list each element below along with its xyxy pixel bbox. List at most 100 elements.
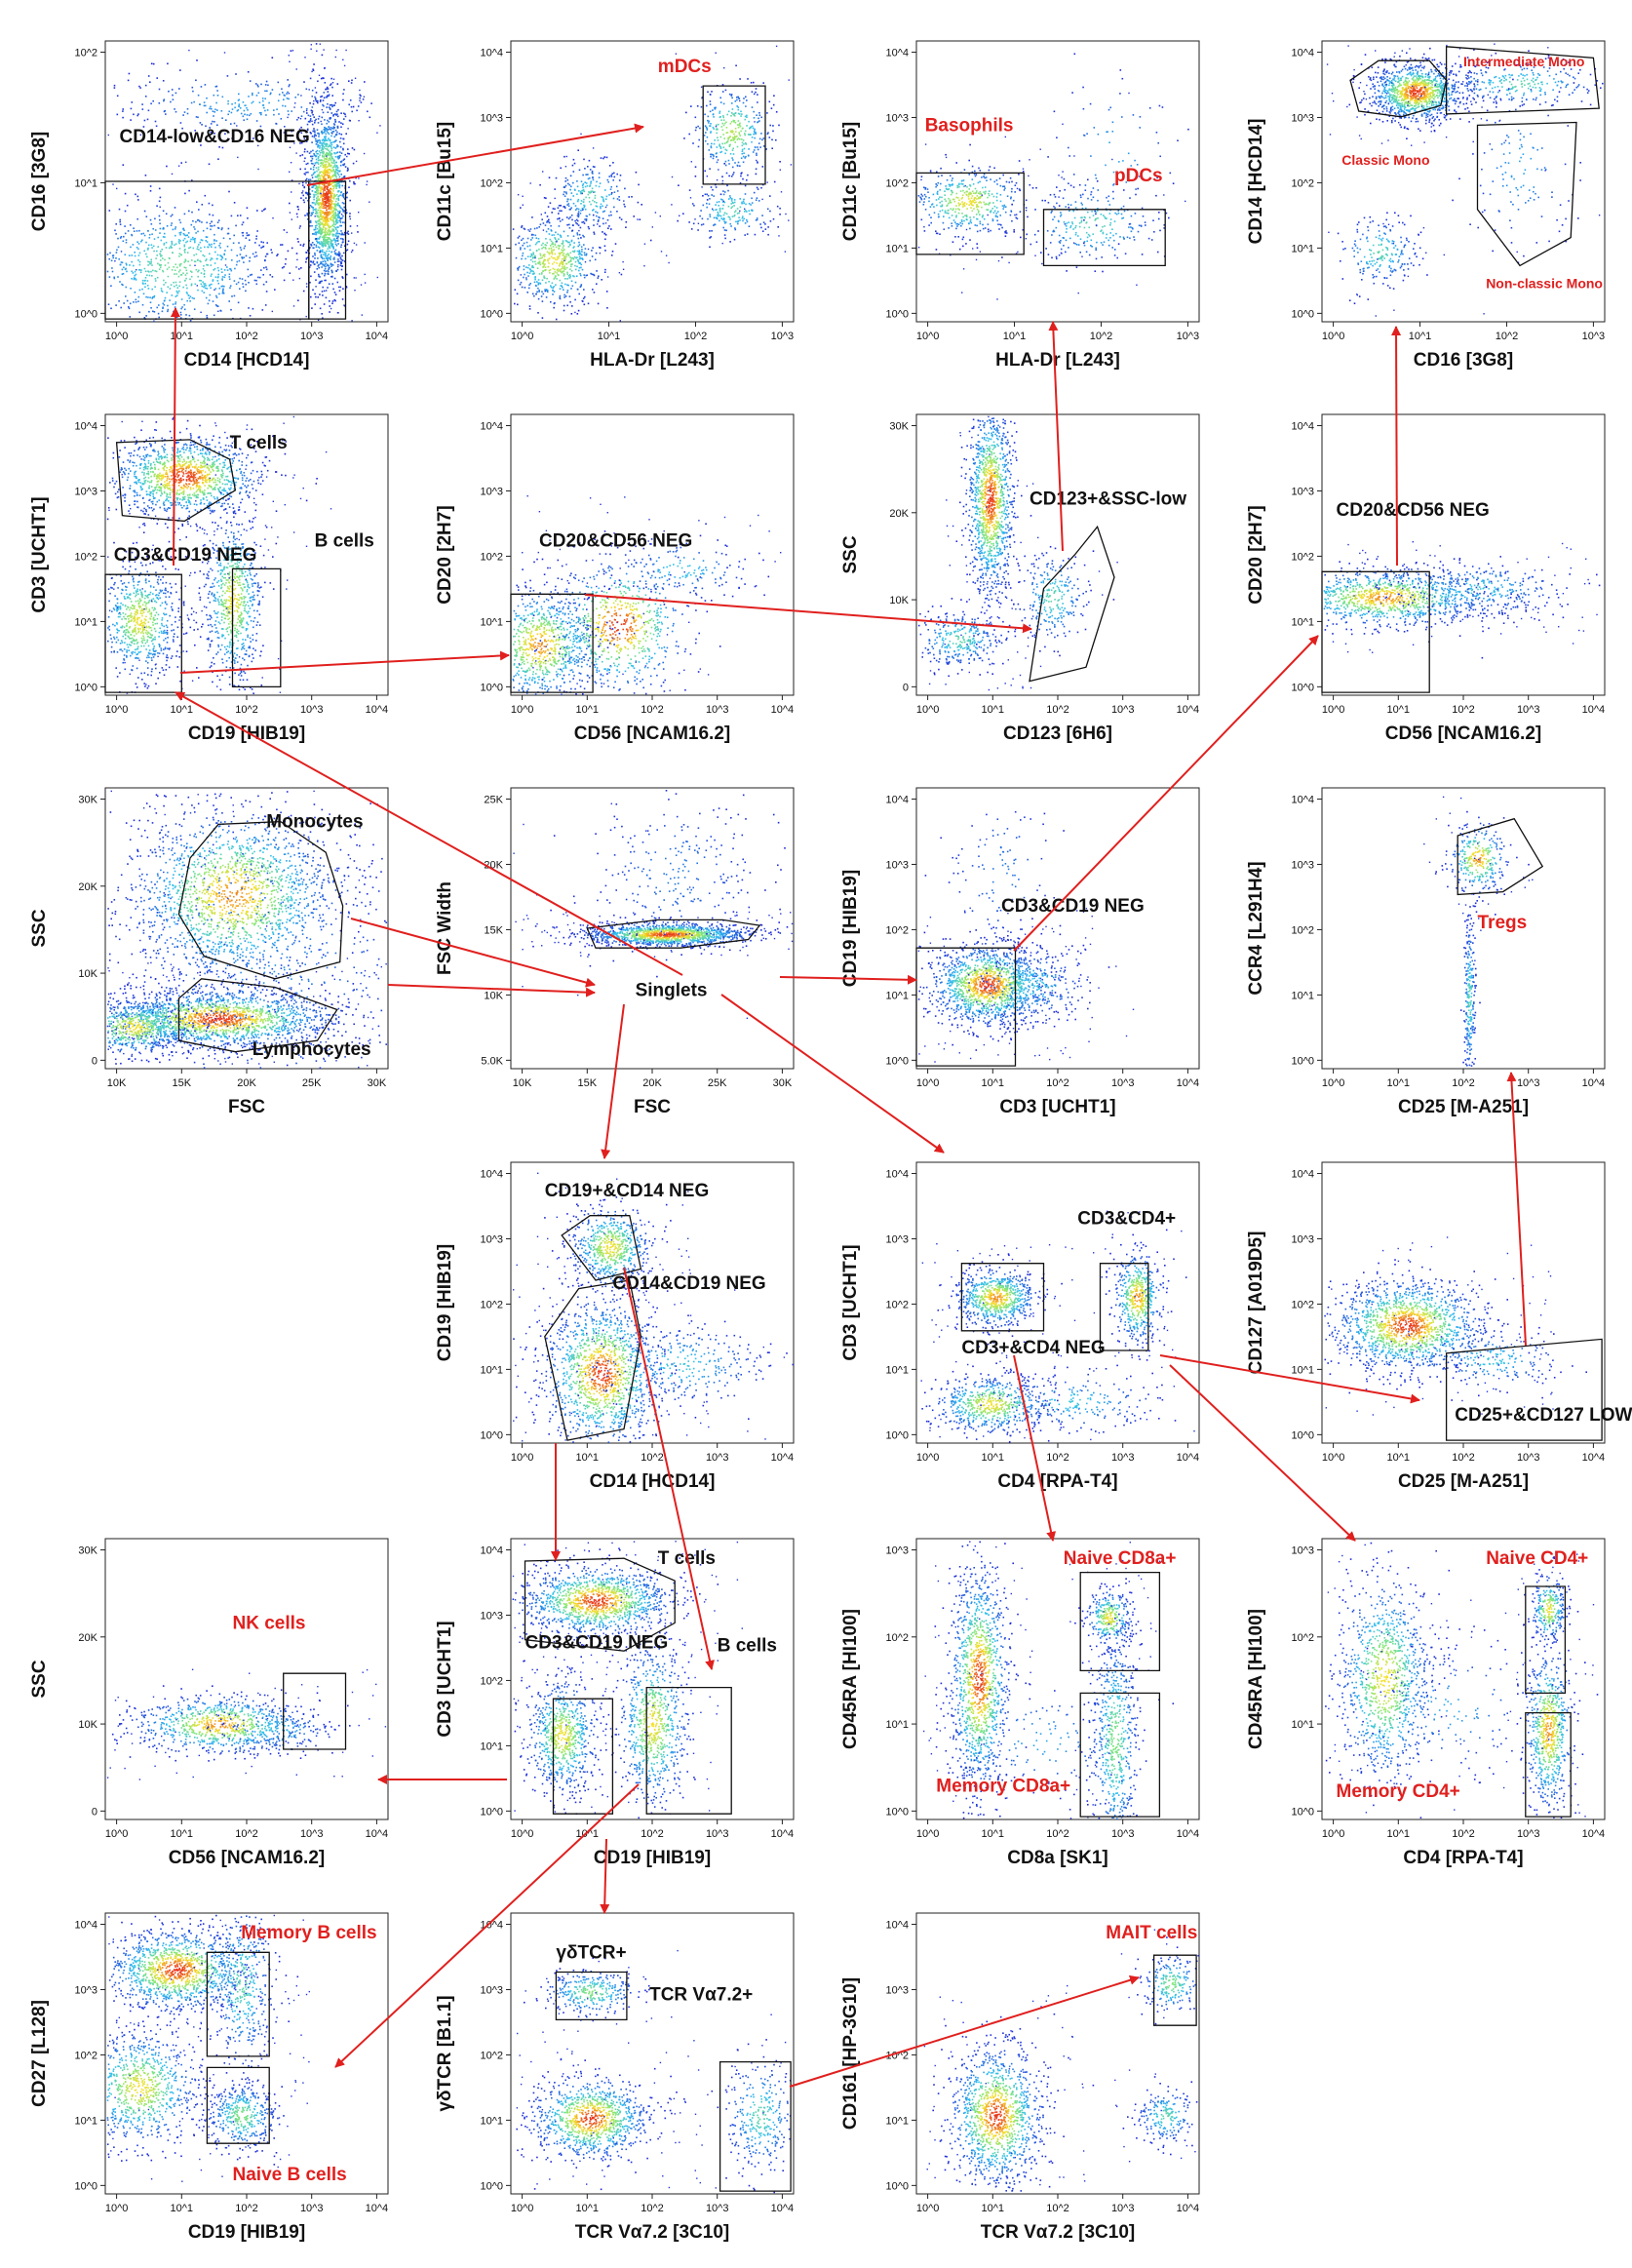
x-tick-label: 10^3 (1517, 1828, 1540, 1840)
y-axis-label: SSC (840, 535, 861, 573)
y-tick-label: 25K (484, 795, 503, 806)
y-tick-label: 0 (92, 1055, 97, 1067)
x-tick-label: 10^0 (511, 704, 534, 716)
x-tick-label: 10^4 (1177, 1077, 1200, 1089)
x-tick-label: 10^2 (235, 331, 258, 342)
x-tick-label: 10^1 (1409, 331, 1432, 342)
y-tick-label: 10^4 (480, 421, 503, 433)
x-tick-label: 15K (578, 1077, 598, 1089)
x-tick-label: 10^4 (1582, 1452, 1606, 1464)
y-axis-label: CD45RA [HI100] (1246, 1609, 1266, 1749)
y-tick-label: 10^2 (480, 1675, 503, 1687)
gate-label: Classic Mono (1341, 152, 1429, 168)
x-axis-label: TCR Vα7.2 [3C10] (575, 2222, 729, 2243)
x-axis-label: CD25 [M-A251] (1398, 1471, 1529, 1492)
x-tick-label: 10^2 (1046, 1828, 1069, 1840)
y-tick-label: 10^4 (885, 1920, 909, 1932)
x-tick-label: 10^4 (1177, 1452, 1200, 1464)
y-tick-label: 10K (889, 595, 909, 606)
x-tick-label: 10^0 (916, 331, 940, 342)
y-tick-label: 10^2 (885, 177, 909, 189)
y-tick-label: 10^1 (480, 243, 503, 254)
x-tick-label: 10^1 (576, 704, 600, 716)
x-tick-label: 10^0 (105, 1828, 129, 1840)
y-tick-label: 10^3 (74, 486, 97, 497)
y-tick-label: 10^4 (885, 795, 909, 806)
facs-panel-p11: 10^010^110^210^310^410^0 10^1 10^2 10^3 10^4… (840, 788, 1199, 1117)
y-axis-label: CD20 [2H7] (1246, 505, 1266, 604)
facs-panel-p18: 10^010^110^210^310^0 10^1 10^2 10^3 10^4CD8a… (840, 1539, 1199, 1868)
x-tick-label: 10^1 (171, 704, 194, 716)
gate-label: CD14&CD19 NEG (612, 1273, 765, 1294)
x-axis-label: CD19 [HIB19] (188, 2222, 305, 2243)
x-tick-label: 10^4 (1582, 1077, 1606, 1089)
x-tick-label: 20K (642, 1077, 662, 1089)
x-tick-label: 10^0 (916, 1828, 940, 1840)
plot-frame (511, 414, 794, 695)
gate-label: T cells (230, 433, 288, 453)
plot-frame (1322, 1162, 1605, 1443)
gate-label: B cells (718, 1635, 777, 1656)
y-axis-label: CD19 [HIB19] (435, 1244, 455, 1361)
facs-panel-p8: 10^010^110^210^310^410^0 10^1 10^2 10^3 10^4… (1246, 414, 1605, 744)
gate-label: Naive CD8a+ (1064, 1548, 1177, 1569)
y-tick-label: 10^0 (74, 2180, 97, 2192)
gate-label: Lymphocytes (253, 1039, 371, 1060)
x-tick-label: 10^3 (1111, 1452, 1135, 1464)
gate-label: Naive CD4+ (1486, 1548, 1588, 1569)
gate-label: Memory CD8a+ (936, 1776, 1070, 1796)
x-tick-label: 10^4 (771, 1828, 795, 1840)
x-tick-label: 10^0 (1322, 1828, 1345, 1840)
x-tick-label: 10^4 (366, 2203, 389, 2214)
x-tick-label: 10^4 (366, 331, 389, 342)
x-tick-label: 10^0 (105, 331, 129, 342)
y-tick-label: 10^0 (74, 682, 97, 693)
y-tick-label: 10^1 (74, 2115, 97, 2127)
gate-label: CD20&CD56 NEG (539, 531, 692, 552)
y-tick-label: 10^4 (480, 48, 503, 59)
y-tick-label: 10^2 (480, 551, 503, 563)
y-tick-label: 10^3 (1291, 1545, 1314, 1557)
x-axis-label: FSC (228, 1097, 265, 1117)
y-tick-label: 15K (484, 924, 503, 936)
plot-frame (1322, 1539, 1605, 1819)
x-tick-label: 10^3 (1111, 1828, 1135, 1840)
x-tick-label: 25K (302, 1077, 322, 1089)
y-tick-label: 10^0 (480, 2180, 503, 2192)
y-tick-label: 10^4 (885, 1169, 909, 1181)
gating-strategy-figure: 10^010^110^210^0 10^1 10^2 10^3 10^4CD14 [HC… (0, 0, 1632, 2268)
facs-panel-p3: 10^010^110^210^310^410^0 10^1 10^2 10^3HLA-… (840, 41, 1199, 371)
x-tick-label: 10^3 (1517, 704, 1540, 716)
y-tick-label: 10^1 (1291, 243, 1314, 254)
y-tick-label: 10^0 (885, 1429, 909, 1441)
y-tick-label: 20K (889, 508, 909, 520)
facs-panel-p22: 10^010^110^210^310^410^0 10^1 10^2 10^3 10^4… (840, 1913, 1199, 2243)
x-tick-label: 30K (368, 1077, 387, 1089)
x-tick-label: 10^2 (1046, 1077, 1069, 1089)
y-axis-label: CD11c [Bu15] (840, 122, 861, 242)
x-tick-label: 10^0 (511, 331, 534, 342)
y-tick-label: 10^3 (1291, 112, 1314, 124)
x-tick-label: 10^2 (1046, 2203, 1069, 2214)
x-tick-label: 10^2 (641, 2203, 664, 2214)
y-tick-label: 10^0 (1291, 682, 1314, 693)
x-tick-label: 15K (173, 1077, 192, 1089)
x-axis-label: CD4 [RPA-T4] (1403, 1848, 1523, 1868)
x-tick-label: 10^4 (771, 704, 795, 716)
x-tick-label: 10^2 (641, 1828, 664, 1840)
y-tick-label: 10^1 (885, 2115, 909, 2127)
y-axis-label: FSC Width (435, 881, 455, 975)
gate-label: CD14-low&CD16 NEG (120, 127, 310, 147)
x-tick-label: 10^2 (1046, 704, 1069, 716)
gate-label: CD3&CD19 NEG (525, 1633, 669, 1654)
gate-label: γδTCR+ (556, 1942, 626, 1963)
x-tick-label: 10^3 (1582, 331, 1606, 342)
x-tick-label: 10^3 (300, 331, 324, 342)
x-tick-label: 10^0 (1322, 331, 1345, 342)
x-tick-label: 10^3 (706, 704, 729, 716)
gate-label: Memory CD4+ (1337, 1781, 1460, 1802)
x-tick-label: 20K (237, 1077, 256, 1089)
x-tick-label: 10^1 (171, 2203, 194, 2214)
x-tick-label: 10^2 (641, 1452, 664, 1464)
y-tick-label: 10K (484, 990, 503, 1001)
